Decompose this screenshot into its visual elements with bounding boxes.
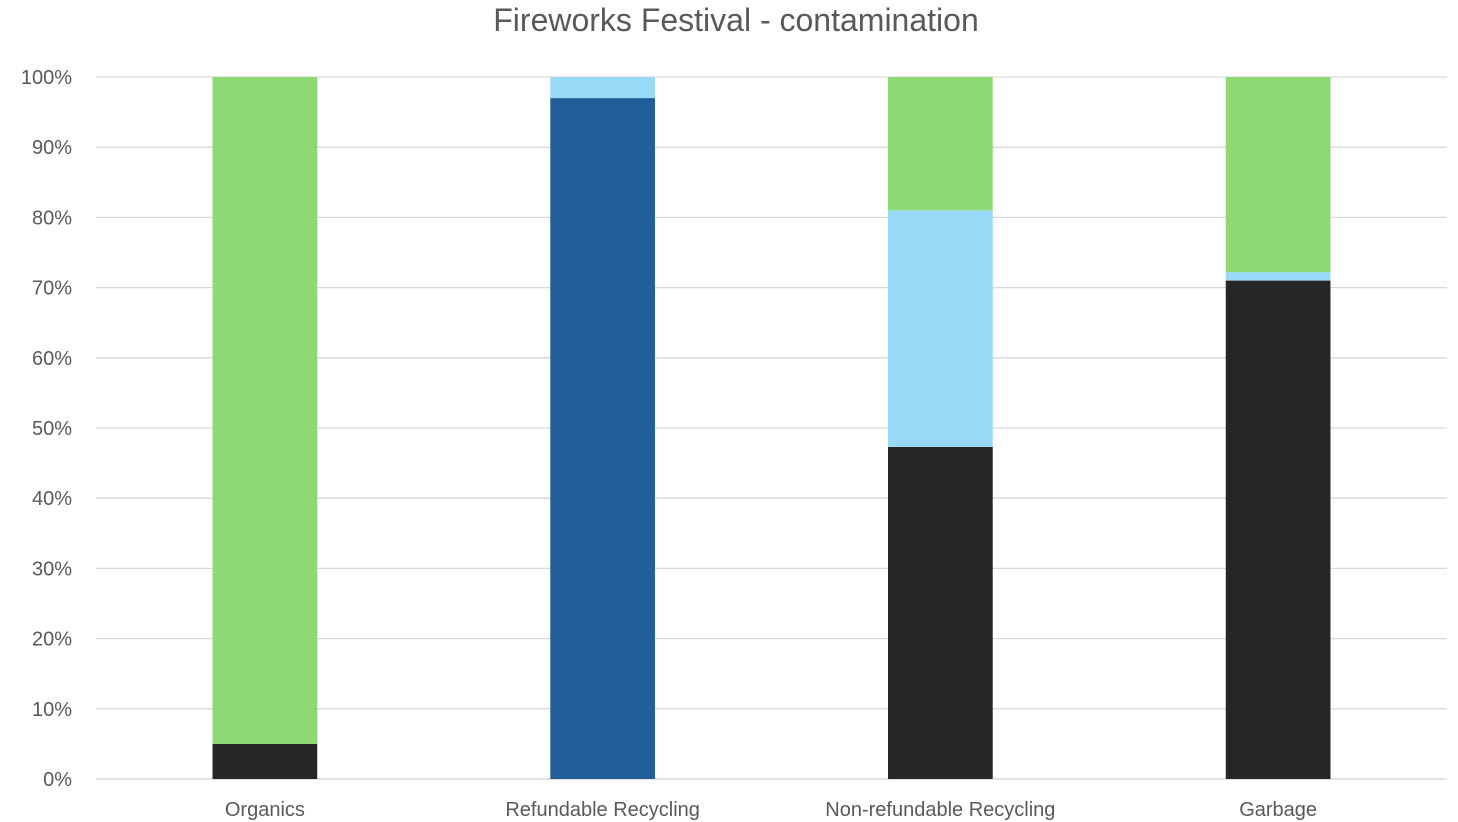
- bar-segment: [888, 210, 993, 447]
- bars: [212, 77, 1331, 779]
- bar-segment: [888, 77, 993, 211]
- y-tick-label: 60%: [32, 348, 72, 370]
- x-axis-ticks: Organics Refundable Recycling Non-refundab…: [225, 799, 1317, 821]
- bar-segment: [550, 98, 655, 779]
- x-tick-label: Non-refundable Recycling: [825, 799, 1055, 821]
- y-tick-label: 80%: [32, 207, 72, 229]
- y-tick-label: 10%: [32, 699, 72, 721]
- bar-segment: [212, 743, 318, 779]
- gridlines: [96, 76, 1447, 780]
- y-tick-label: 30%: [32, 558, 72, 580]
- y-tick-label: 40%: [32, 488, 72, 510]
- y-tick-label: 0%: [43, 769, 72, 791]
- y-tick-label: 90%: [32, 137, 72, 159]
- bar-segment: [1225, 272, 1331, 281]
- y-tick-label: 100%: [21, 67, 72, 89]
- bar-segment: [550, 77, 655, 99]
- bar-segment: [1225, 280, 1331, 779]
- x-tick-label: Garbage: [1239, 799, 1317, 821]
- x-tick-label: Refundable Recycling: [505, 799, 700, 821]
- bar-segment: [888, 446, 993, 779]
- y-tick-label: 50%: [32, 418, 72, 440]
- y-axis-ticks: 0% 10% 20% 30% 40% 50% 60% 70% 80% 90% 100%: [21, 67, 72, 791]
- x-tick-label: Organics: [225, 799, 305, 821]
- chart-title: Fireworks Festival - contamination: [493, 2, 979, 38]
- y-tick-label: 20%: [32, 629, 72, 651]
- bar-segment: [1225, 77, 1331, 273]
- y-tick-label: 70%: [32, 278, 72, 300]
- bar-segment: [212, 77, 318, 744]
